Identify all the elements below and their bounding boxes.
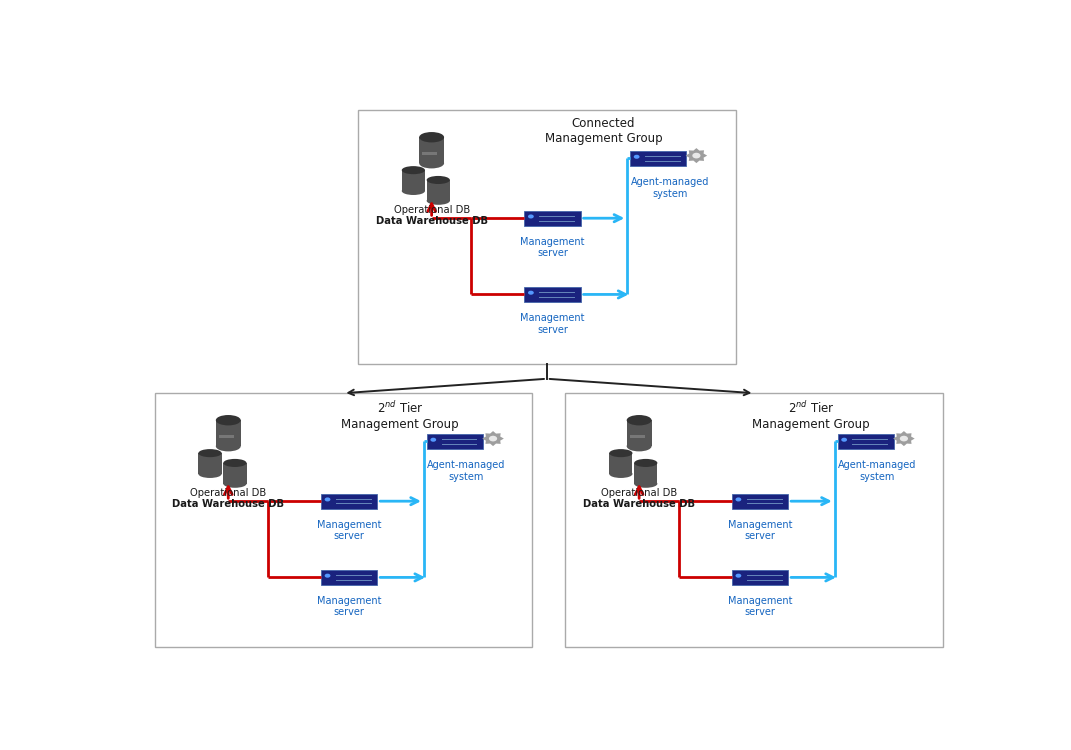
Ellipse shape	[627, 441, 651, 452]
Ellipse shape	[402, 166, 425, 174]
Text: Management
server: Management server	[521, 313, 585, 334]
Ellipse shape	[627, 415, 651, 425]
Bar	[627, 420, 651, 446]
Circle shape	[634, 154, 639, 159]
Ellipse shape	[198, 470, 222, 478]
Circle shape	[528, 291, 533, 295]
Text: Connected
Management Group: Connected Management Group	[545, 117, 662, 146]
Bar	[838, 434, 894, 449]
Bar	[426, 180, 450, 201]
Circle shape	[325, 497, 331, 502]
Bar	[630, 151, 687, 166]
FancyBboxPatch shape	[358, 110, 736, 364]
Bar	[198, 453, 222, 474]
Circle shape	[528, 214, 533, 218]
Circle shape	[841, 438, 847, 442]
Text: $2^{nd}$ Tier
Management Group: $2^{nd}$ Tier Management Group	[752, 400, 870, 431]
Bar	[630, 435, 645, 439]
Polygon shape	[685, 148, 707, 163]
Text: Data Warehouse DB: Data Warehouse DB	[172, 499, 284, 508]
Bar	[426, 434, 483, 449]
Text: Operational DB: Operational DB	[393, 206, 470, 215]
Bar	[731, 570, 788, 585]
Circle shape	[692, 153, 700, 158]
Bar	[402, 170, 425, 191]
FancyBboxPatch shape	[565, 393, 944, 647]
Text: Agent-managed
system: Agent-managed system	[839, 460, 917, 482]
Circle shape	[736, 497, 741, 502]
Bar	[223, 463, 246, 484]
Text: Data Warehouse DB: Data Warehouse DB	[376, 216, 487, 226]
Text: Management
server: Management server	[317, 520, 381, 542]
Ellipse shape	[609, 470, 633, 478]
Ellipse shape	[216, 441, 241, 452]
Bar	[220, 435, 235, 439]
Text: Data Warehouse DB: Data Warehouse DB	[583, 499, 695, 508]
Polygon shape	[482, 431, 503, 446]
Ellipse shape	[426, 176, 450, 184]
Bar	[525, 211, 580, 226]
Ellipse shape	[402, 187, 425, 195]
Circle shape	[431, 438, 436, 442]
Bar	[634, 463, 658, 484]
Text: Management
server: Management server	[727, 520, 793, 542]
Ellipse shape	[634, 480, 658, 488]
Ellipse shape	[426, 196, 450, 205]
Text: Agent-managed
system: Agent-managed system	[631, 177, 709, 199]
Circle shape	[325, 574, 331, 578]
Text: Operational DB: Operational DB	[601, 488, 677, 498]
Ellipse shape	[634, 459, 658, 467]
Circle shape	[900, 436, 908, 442]
Ellipse shape	[419, 132, 444, 142]
Circle shape	[489, 436, 497, 442]
Bar	[609, 453, 633, 474]
Polygon shape	[893, 431, 915, 446]
Text: Management
server: Management server	[727, 596, 793, 617]
Bar	[321, 494, 377, 508]
Bar	[321, 570, 377, 585]
Ellipse shape	[609, 449, 633, 458]
Ellipse shape	[198, 449, 222, 458]
Text: Agent-managed
system: Agent-managed system	[427, 460, 506, 482]
Bar	[419, 137, 444, 164]
Ellipse shape	[216, 415, 241, 425]
Text: Management
server: Management server	[317, 596, 381, 617]
Text: $2^{nd}$ Tier
Management Group: $2^{nd}$ Tier Management Group	[342, 400, 458, 431]
FancyBboxPatch shape	[154, 393, 532, 647]
Text: Management
server: Management server	[521, 237, 585, 258]
Bar	[525, 287, 580, 302]
Bar	[422, 152, 437, 155]
Text: Operational DB: Operational DB	[191, 488, 267, 498]
Ellipse shape	[223, 459, 246, 467]
Ellipse shape	[419, 158, 444, 169]
Bar	[216, 420, 241, 446]
Bar	[731, 494, 788, 508]
Ellipse shape	[223, 480, 246, 488]
Circle shape	[736, 574, 741, 578]
